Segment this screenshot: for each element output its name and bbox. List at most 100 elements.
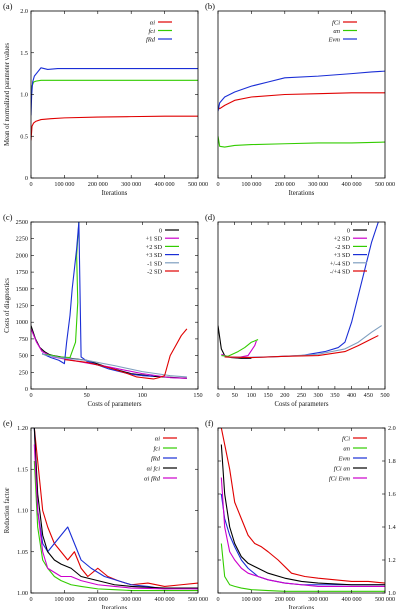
x-tick-label: 250 <box>297 392 306 399</box>
legend-label: +2 SD <box>334 236 351 243</box>
x-tick-label: 100 000 <box>241 596 261 603</box>
panel-b: (b) 0 100 000 200 000 300 000 400 000 500 000 I… <box>205 1 395 197</box>
plot-area <box>218 70 385 148</box>
y-tick-label: 1000 <box>16 319 28 326</box>
legend-label: Evm <box>337 456 350 463</box>
x-axis-label: Iterations <box>289 190 315 197</box>
x-tick-label: 300 000 <box>121 596 141 603</box>
series-line-0 <box>31 115 198 141</box>
y-tick-label: 1750 <box>16 269 28 276</box>
legend-label: +1 SD <box>146 236 163 243</box>
x-tick-label: 150 <box>263 392 272 399</box>
series-line-2 <box>33 428 198 590</box>
series-line-0 <box>220 428 385 584</box>
y-axis: 1.0 1.2 1.4 1.6 1.8 2.0 <box>218 425 396 597</box>
plot-frame <box>217 427 386 594</box>
legend-label: fci <box>154 446 161 453</box>
x-tick-label: 400 000 <box>155 181 175 188</box>
y-tick-label: 1.0 <box>20 92 28 99</box>
x-tick-label: 150 <box>193 392 202 399</box>
plot-area <box>218 222 382 359</box>
plot-frame <box>217 221 386 390</box>
y-tick-label: 500 <box>19 353 28 360</box>
legend-label: +3 SD <box>146 252 163 259</box>
plot-area <box>33 428 198 592</box>
panel-c: (c) 0 50 100 150 Costs of parameters 0 250 500 75… <box>3 212 203 408</box>
legend-label: 0 <box>159 228 162 235</box>
legend-label: fRd <box>146 37 156 44</box>
series-line-0 <box>33 428 198 587</box>
y-tick-label: 1.00 <box>17 590 28 597</box>
x-axis: 0 100 000 200 000 300 000 400 000 500 000 Iter… <box>29 11 208 197</box>
x-tick-label: 50 <box>84 392 90 399</box>
x-tick-label: 0 <box>29 181 32 188</box>
x-tick-label: 100 000 <box>54 181 74 188</box>
panel-label: (d) <box>205 212 215 222</box>
y-axis: 0 0.5 1.0 1.5 2.0 Mean of normalized paramete… <box>4 8 198 182</box>
legend-label: αi <box>150 20 155 27</box>
y-tick-label: 1500 <box>16 286 28 293</box>
y-tick-label: 2000 <box>16 252 28 259</box>
series-line-1 <box>33 460 198 592</box>
x-tick-label: 500 000 <box>188 181 208 188</box>
legend-label: fci <box>149 28 156 35</box>
x-tick-label: 0 <box>216 392 219 399</box>
series-line-1 <box>218 136 385 148</box>
series-line-2 <box>31 67 198 116</box>
legend-label: -2 SD <box>147 269 162 276</box>
series-line-3 <box>41 222 154 377</box>
x-tick-label: 0 <box>216 596 219 603</box>
legend: 0+2 SD-2 SD+3 SD+/-4 SD -/+4 SD <box>330 228 367 276</box>
y-axis: 1.00 1.05 1.10 1.15 1.20 Reduction factor <box>4 425 198 597</box>
y-tick-label: 1.10 <box>17 508 28 515</box>
x-tick-label: 300 000 <box>308 596 328 603</box>
panel-label: (f) <box>205 418 214 428</box>
panel-label: (b) <box>205 1 215 11</box>
y-tick-label: 750 <box>19 336 28 343</box>
y-tick-label: 1.2 <box>388 557 396 564</box>
series-line-4 <box>224 325 382 359</box>
y-axis: 0 250 500 750 1000 1250 1500 1750 2000 2250 2500 Co… <box>4 219 198 393</box>
y-axis-label: Costs of diagnostics <box>4 278 11 333</box>
legend-label: +2 SD <box>146 244 163 251</box>
legend-label: αi fRd <box>144 476 161 483</box>
series-line-2 <box>218 70 385 112</box>
x-tick-label: 500 000 <box>375 181 395 188</box>
plot-area <box>31 67 198 141</box>
x-tick-label: 100 000 <box>54 596 74 603</box>
plot-frame <box>30 10 199 179</box>
series-line-1 <box>31 79 198 103</box>
plot-area <box>31 222 188 380</box>
series-line-5 <box>64 328 188 380</box>
panel-f: (f) 0 100 000 200 000 300 000 400 000 500 000 I… <box>205 418 396 609</box>
x-tick-label: 400 000 <box>342 181 362 188</box>
panel-label: (e) <box>3 418 13 428</box>
y-tick-label: 1250 <box>16 303 28 310</box>
series-line-1 <box>31 328 187 379</box>
legend: 0+1 SD+2 SD+3 SD-1 SD -2 SD <box>146 228 179 276</box>
x-axis-label: Costs of parameters <box>88 401 142 408</box>
x-tick-label: 200 000 <box>88 596 108 603</box>
x-tick-label: 500 000 <box>375 596 395 603</box>
legend-label: αi fci <box>147 466 161 473</box>
x-tick-label: 400 <box>347 392 356 399</box>
x-tick-label: 100 000 <box>241 181 261 188</box>
x-tick-label: 0 <box>29 596 32 603</box>
y-tick-label: 0 <box>25 386 28 393</box>
plot-frame <box>30 427 199 594</box>
x-tick-label: 100 <box>138 392 147 399</box>
plot-area <box>220 428 385 592</box>
panel-d: (d) 0 50 100 150 200 250 300 350 400 450 500 Costs o… <box>205 212 390 408</box>
series-line-5 <box>224 335 379 359</box>
y-tick-label: 2.0 <box>388 425 396 432</box>
series-line-1 <box>220 543 385 592</box>
legend-label: -1 SD <box>147 260 162 267</box>
plot-frame <box>217 10 386 179</box>
x-axis: 0 100 000 200 000 300 000 400 000 500 000 Iter… <box>216 11 395 197</box>
panel-e: (e) 0 100 000 200 000 300 000 400 000 500 000 I… <box>3 418 208 609</box>
x-tick-label: 300 000 <box>308 181 328 188</box>
y-tick-label: 1.20 <box>17 425 28 432</box>
y-tick-label: 1.8 <box>388 458 396 465</box>
x-tick-label: 300 000 <box>121 181 141 188</box>
